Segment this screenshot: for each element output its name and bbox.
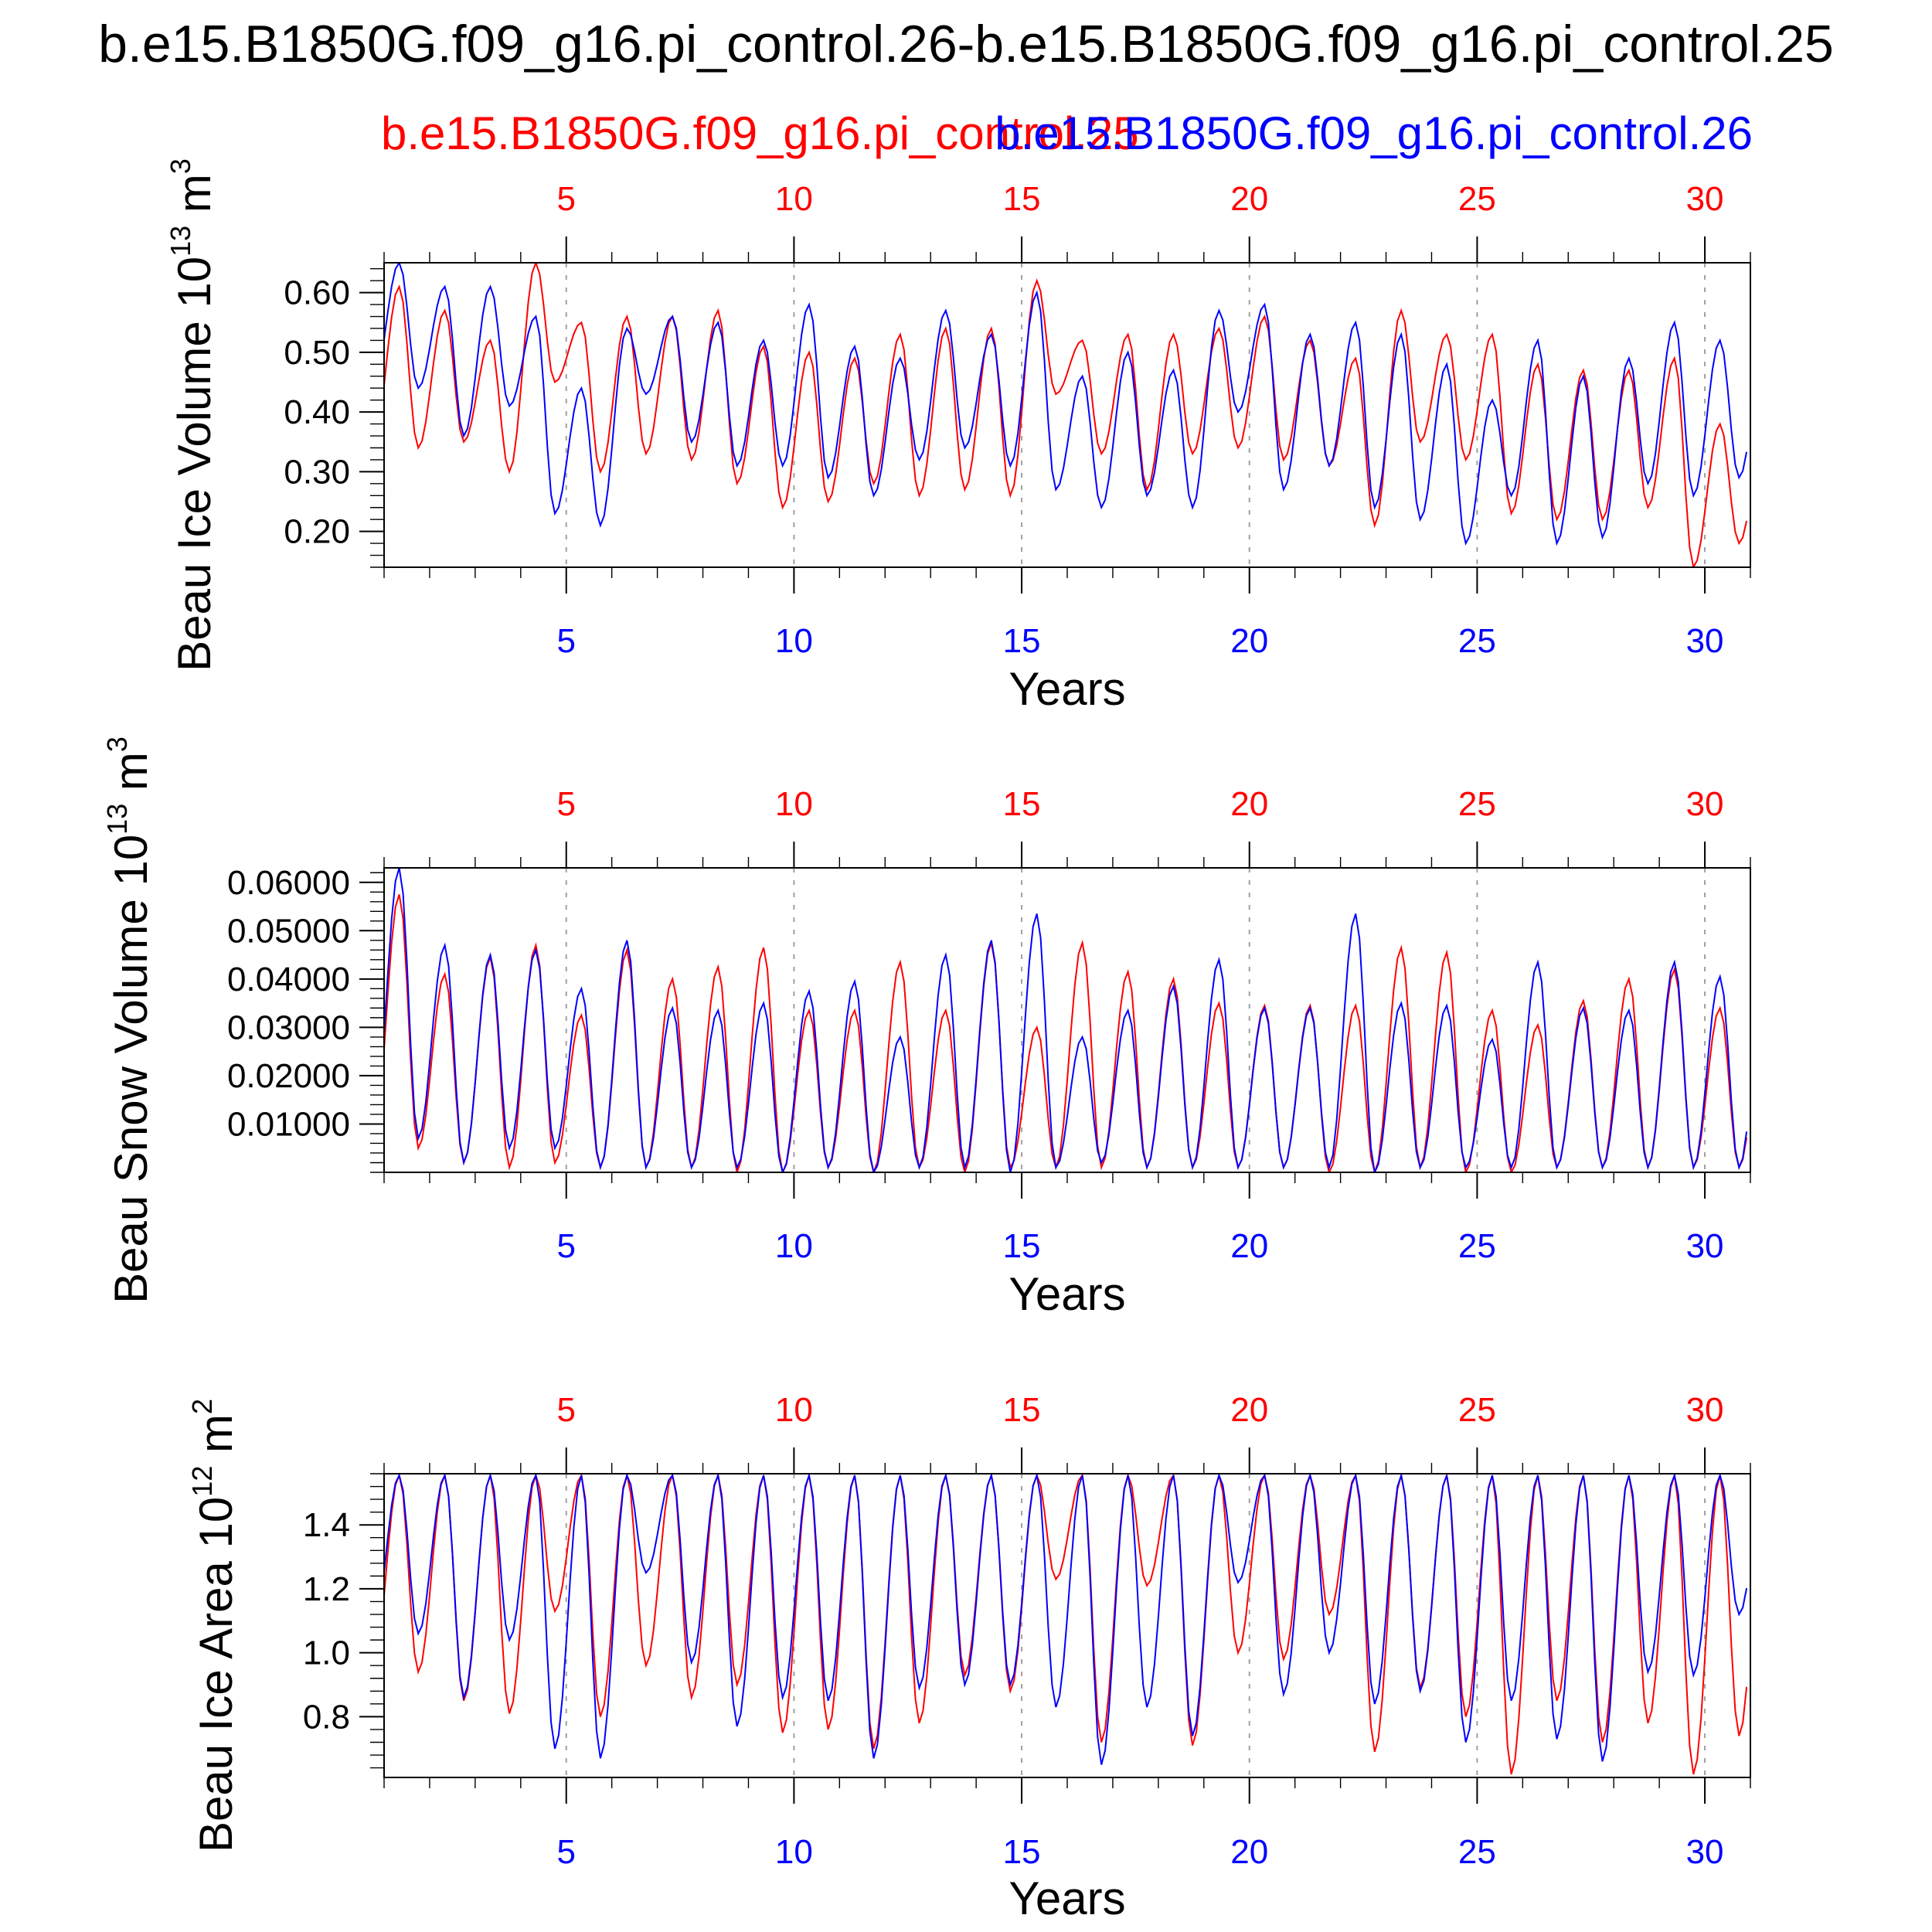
x-top-tick-label: 10 [775,180,813,218]
y-tick-label: 1.0 [303,1634,350,1672]
y-tick-label: 1.4 [303,1506,350,1544]
y-tick-label: 0.04000 [227,961,350,998]
x-top-tick-label: 20 [1230,785,1268,823]
panel-3: 0.8 1.0 1.2 1.4 5 5 10 10 15 15 20 20 25 25 30 30 Years B… [186,1391,1751,1924]
x-bottom-tick-label: 10 [775,622,813,660]
x-top-tick-label: 25 [1458,1391,1496,1429]
legend-label-control-25: b.e15.B1850G.f09_g16.pi_control.25 [381,107,1139,159]
y-axis-title-unit-exponent: 2 [186,1399,218,1414]
x-bottom-tick-label: 5 [556,1227,575,1265]
x-top-tick-label: 10 [775,1391,813,1429]
y-tick-label: 0.20 [284,513,350,551]
y-tick-label: 0.60 [284,274,350,312]
x-bottom-tick-label: 30 [1686,622,1724,660]
y-axis-title-text: Beau Ice Area 10 [190,1497,242,1852]
y-tick-label: 1.2 [303,1570,350,1608]
y-axis-title-text: Beau Ice Volume 10 [168,257,220,672]
x-top-tick-label: 5 [556,180,575,218]
panel-2: 0.01000 0.02000 0.03000 0.04000 0.05000 0.060… [101,736,1751,1320]
y-tick-label: 0.05000 [227,912,350,950]
y-tick-label: 0.06000 [227,864,350,902]
x-bottom-tick-label: 20 [1230,1833,1268,1871]
series-line-control-26 [384,1474,1748,1765]
x-bottom-tick-label: 20 [1230,1227,1268,1265]
x-bottom-tick-label: 30 [1686,1227,1724,1265]
x-bottom-tick-label: 25 [1458,1227,1496,1265]
y-axis-title-unit: m [190,1414,242,1466]
x-bottom-tick-label: 10 [775,1833,813,1871]
x-bottom-tick-label: 30 [1686,1833,1724,1871]
y-axis-title: Beau Snow Volume 1013 m3 [101,736,157,1304]
series-line-control-25 [384,263,1748,567]
y-axis-title-exponent: 13 [165,226,196,257]
x-axis-title: Years [1009,1872,1125,1924]
x-top-tick-label: 30 [1686,785,1724,823]
legend-label-control-26: b.e15.B1850G.f09_g16.pi_control.26 [995,107,1753,159]
x-bottom-tick-label: 5 [556,1833,575,1871]
x-top-tick-label: 5 [556,1391,575,1429]
x-top-tick-label: 30 [1686,1391,1724,1429]
y-axis-title-text: Beau Snow Volume 10 [105,835,157,1304]
x-bottom-tick-label: 25 [1458,1833,1496,1871]
x-top-tick-label: 10 [775,785,813,823]
x-bottom-tick-label: 20 [1230,622,1268,660]
series-line-control-26 [384,868,1748,1172]
x-bottom-tick-label: 10 [775,1227,813,1265]
y-axis-title: Beau Ice Volume 1013 m3 [165,158,220,672]
x-top-tick-label: 5 [556,785,575,823]
x-bottom-tick-label: 15 [1003,1227,1041,1265]
series-line-control-26 [384,263,1748,546]
plot-frame [383,262,1751,568]
x-top-tick-label: 30 [1686,180,1724,218]
x-bottom-tick-label: 25 [1458,622,1496,660]
x-top-tick-label: 25 [1458,180,1496,218]
x-top-tick-label: 20 [1230,1391,1268,1429]
x-top-tick-label: 15 [1003,785,1041,823]
y-tick-label: 0.50 [284,334,350,372]
y-tick-label: 0.40 [284,393,350,431]
y-axis-title-unit: m [105,752,157,804]
x-axis-title: Years [1009,1268,1125,1320]
y-axis-title-exponent: 13 [101,804,133,835]
y-axis-title-exponent: 12 [186,1466,218,1497]
y-axis-title: Beau Ice Area 1012 m2 [186,1399,242,1852]
panel-1: 0.20 0.30 0.40 0.50 0.60 5 5 10 10 15 15 20 20 25 25 30… [165,158,1751,715]
x-bottom-tick-label: 5 [556,622,575,660]
y-axis-title-unit: m [168,174,220,226]
plot-frame [383,1473,1751,1778]
y-tick-label: 0.01000 [227,1105,350,1143]
x-axis-title: Years [1009,663,1125,715]
y-axis-title-unit-exponent: 3 [101,736,133,752]
y-tick-label: 0.8 [303,1698,350,1736]
y-tick-label: 0.03000 [227,1009,350,1046]
plot-frame [383,867,1751,1173]
y-tick-label: 0.02000 [227,1057,350,1095]
y-axis-title-unit-exponent: 3 [165,158,196,174]
figure-title: b.e15.B1850G.f09_g16.pi_control.26-b.e15… [98,15,1834,73]
x-bottom-tick-label: 15 [1003,1833,1041,1871]
x-top-tick-label: 15 [1003,1391,1041,1429]
x-bottom-tick-label: 15 [1003,622,1041,660]
series-line-control-25 [384,1474,1748,1775]
x-top-tick-label: 20 [1230,180,1268,218]
x-top-tick-label: 15 [1003,180,1041,218]
x-top-tick-label: 25 [1458,785,1496,823]
y-tick-label: 0.30 [284,453,350,491]
